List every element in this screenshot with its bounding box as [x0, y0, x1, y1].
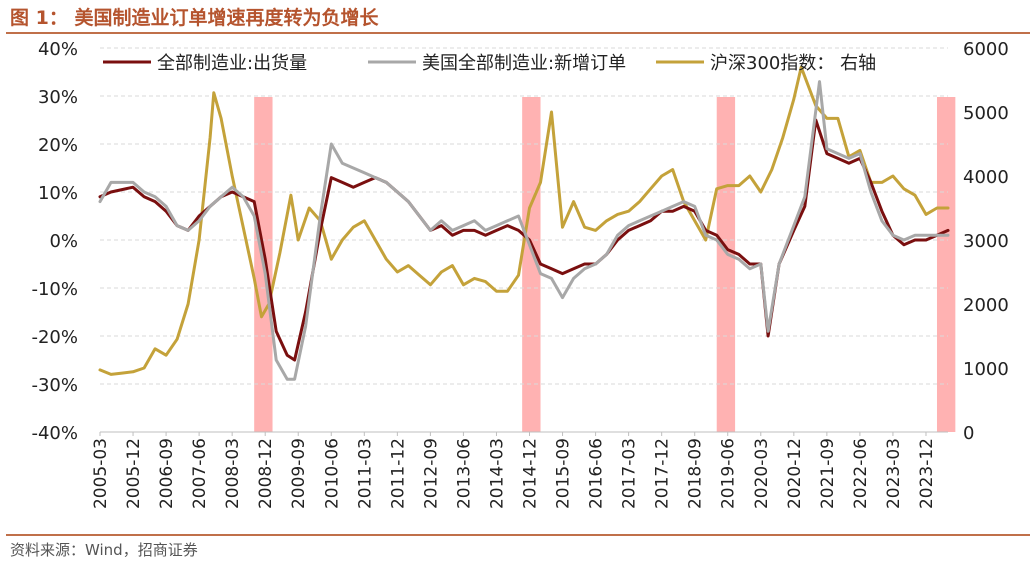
series-line-3	[98, 65, 950, 376]
x-tick-label: 2023-03	[884, 438, 904, 509]
x-tick-label: 2022-06	[851, 438, 871, 509]
left-tick-label: 40%	[38, 39, 78, 60]
right-tick-label: 6000	[963, 39, 1009, 60]
left-tick-label: 20%	[38, 135, 78, 156]
left-tick-label: -30%	[31, 375, 78, 396]
bottom-rule	[6, 534, 1030, 536]
legend-label-3: 沪深300指数： 右轴	[710, 53, 876, 74]
shaded-bar-4	[936, 97, 956, 432]
x-tick-label: 2014-12	[521, 438, 541, 509]
x-tick-label: 2019-06	[719, 438, 739, 509]
right-tick-label: 5000	[963, 103, 1009, 124]
x-tick-label: 2010-06	[322, 438, 342, 509]
left-tick-label: 30%	[38, 87, 78, 108]
shaded-bar-3	[716, 97, 736, 432]
source-note: 资料来源：Wind，招商证券	[10, 541, 198, 559]
legend-label-2: 美国全部制造业:新增订单	[422, 53, 626, 74]
x-tick-label: 2011-03	[355, 438, 375, 509]
left-tick-label: -40%	[31, 423, 78, 444]
x-tick-label: 2008-03	[223, 438, 243, 509]
left-tick-label: -20%	[31, 327, 78, 348]
x-tick-label: 2021-09	[818, 438, 838, 509]
x-tick-label: 2007-06	[190, 438, 210, 509]
left-tick-label: -10%	[31, 279, 78, 300]
x-tick-label: 2020-12	[785, 438, 805, 509]
x-tick-label: 2005-12	[124, 438, 144, 509]
shaded-bar-2	[522, 97, 541, 432]
x-tick-label: 2015-09	[554, 438, 574, 509]
right-tick-label: 4000	[963, 167, 1009, 188]
right-tick-label: 2000	[963, 295, 1009, 316]
right-tick-label: 3000	[963, 231, 1009, 252]
x-tick-label: 2023-12	[917, 438, 937, 509]
right-tick-label: 0	[963, 423, 974, 444]
x-tick-label: 2011-12	[388, 438, 408, 509]
x-tick-label: 2005-03	[91, 438, 111, 509]
x-tick-label: 2008-12	[256, 438, 276, 509]
x-tick-label: 2013-06	[454, 438, 474, 509]
left-tick-label: 0%	[49, 231, 78, 252]
figure-title: 图 1： 美国制造业订单增速再度转为负增长	[10, 7, 379, 29]
left-tick-label: 10%	[38, 183, 78, 204]
chart: -40% -30% -20% -10% 0% 10% 20% 30% 40% 0 1000 2000…	[31, 39, 1009, 509]
right-tick-label: 1000	[963, 359, 1009, 380]
x-tick-label: 2016-06	[587, 438, 607, 509]
x-tick-label: 2018-09	[686, 438, 706, 509]
legend-label-1: 全部制造业:出货量	[157, 53, 307, 74]
x-tick-label: 2014-03	[487, 438, 507, 509]
x-tick-label: 2017-03	[620, 438, 640, 509]
x-tick-label: 2017-12	[653, 438, 673, 509]
x-tick-label: 2009-09	[289, 438, 309, 509]
series-line-2	[98, 80, 950, 381]
x-tick-label: 2012-09	[421, 438, 441, 509]
x-tick-label: 2020-03	[752, 438, 772, 509]
x-tick-label: 2006-09	[157, 438, 177, 509]
title-rule	[6, 32, 1030, 34]
